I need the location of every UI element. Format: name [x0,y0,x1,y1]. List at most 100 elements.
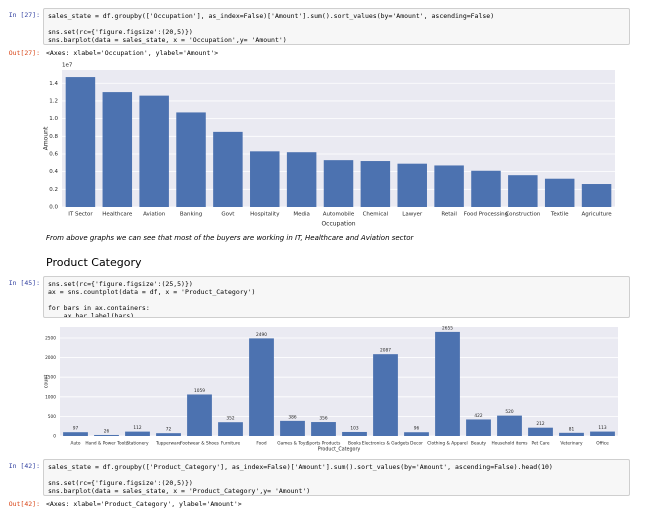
x-tick-label: Books [348,441,362,447]
bar-label: 26 [104,428,110,434]
bar-label: 112 [133,425,141,431]
prompt: In [42]: [8,462,40,470]
y-tick-label: 1.0 [49,116,58,122]
bar [102,92,133,207]
bar-label: 2655 [442,325,453,331]
code-line: sales_state = df.groupby(['Occupation'],… [48,12,495,20]
x-tick-label: IT Sector [68,212,93,218]
x-tick-label: Veterinary [560,441,583,447]
bar [65,77,96,207]
y-tick-label: 0.0 [49,205,58,211]
y-tick-label: 0.8 [49,134,58,140]
x-tick-label: Automobile [323,212,355,218]
bar-label: 97 [73,426,79,432]
bar [360,161,391,207]
bar-label: 386 [288,414,296,420]
bar-label: 1059 [194,388,205,394]
y-axis-label: count [44,375,50,389]
x-tick-label: Healthcare [102,212,133,218]
bar [590,431,615,436]
code-line: sales_state = df.groupby(['Product_Categ… [48,463,553,471]
x-tick-label: Hospitality [250,212,280,218]
x-tick-label: Electronics & Gadgets [362,441,410,447]
code-line: sns.barplot(data = sales_state, x = 'Occ… [48,36,287,44]
code-block: sns.set(rc={'figure.figsize':(20,5)}) sns… [48,479,625,495]
y-tick-label: 2000 [45,355,56,361]
y-tick-label: 0.6 [49,151,58,157]
code-line: sns.set(rc={'figure.figsize':(20,5)}) [48,28,193,36]
code-cell[interactable]: sales_state = df.groupby(['Product_Categ… [43,459,630,496]
x-tick-label: Stationery [126,441,149,447]
bar [218,422,243,436]
x-tick-label: Media [293,212,310,218]
y-axis-label: Amount [43,126,50,150]
offset-label: 1e7 [62,63,73,69]
y-tick-label: 1.4 [49,81,58,87]
x-axis-label: Product_Category [318,447,361,453]
code-block: sns.set(rc={'figure.figsize':(25,5)}) ax … [48,280,625,296]
prompt: In [45]: [8,279,40,287]
bar [471,170,501,207]
x-tick-label: Retail [441,212,457,218]
x-tick-label: Aviation [143,212,166,218]
x-tick-label: Footwear & Shoes [180,441,220,447]
bar-label: 2490 [256,332,267,338]
code-block: for bars in ax.containers: ax.bar_label(… [48,304,625,318]
x-tick-label: Office [596,441,609,447]
bar [156,433,181,436]
x-tick-label: Chemical [363,212,389,218]
y-tick-label: 1000 [45,394,56,400]
y-tick-label: 1500 [45,375,56,381]
bar [397,163,427,207]
x-tick-label: Beauty [471,441,487,447]
bar [373,354,398,436]
code-line: ax.bar_label(bars) [48,312,135,318]
bar [544,178,575,207]
bar [286,152,317,207]
code-cell[interactable]: sales_state = df.groupby(['Occupation'],… [43,8,630,45]
bar-label: 212 [536,421,544,427]
code-line: ax = sns.countplot(data = df, x = 'Produ… [48,288,256,296]
x-tick-label: Food [256,441,267,447]
markdown: From above graphs we can see that most o… [46,234,414,242]
bar [404,432,429,436]
bar [435,331,460,436]
x-tick-label: Games & Toys [277,441,308,447]
bar [528,427,553,436]
x-tick-label: Sports Products [307,441,341,447]
x-tick-label: Tupperware [155,441,181,447]
bar [466,419,491,436]
bar [311,422,336,436]
prompt: Out[27]: [8,49,40,57]
code-cell[interactable]: sns.set(rc={'figure.figsize':(25,5)}) ax … [43,276,630,318]
bar [249,338,274,436]
bar [63,432,88,436]
bar-label: 520 [505,409,513,415]
bar-label: 96 [414,426,420,432]
bar [559,432,584,436]
x-tick-label: Hand & Power Tools [85,441,128,447]
bar-label: 422 [474,413,482,419]
plot-background [60,327,618,436]
bar [508,175,538,207]
y-tick-label: 2500 [45,335,56,341]
bar [94,434,119,436]
code-block: sales_state = df.groupby(['Occupation'],… [48,12,625,20]
code-line: sns.barplot(data = sales_state, x = 'Pro… [48,487,311,495]
bar [213,131,243,207]
chart: 0.0 0.2 0.4 0.6 0.8 1.0 1.2 1.4 IT Sector Healthc… [43,63,615,228]
x-axis-label: Occupation [321,221,355,228]
code-line: for bars in ax.containers: [48,304,150,312]
code-line: sns.set(rc={'figure.figsize':(20,5)}) [48,479,193,487]
x-tick-label: Furniture [221,441,241,447]
bar [342,431,367,436]
x-tick-label: Agriculture [581,212,612,218]
bar [187,394,212,436]
x-tick-label: Textile [550,212,569,218]
bar [581,184,612,207]
code-block: sales_state = df.groupby(['Product_Categ… [48,463,625,471]
heading: Product Category [46,256,142,269]
code-block: sns.set(rc={'figure.figsize':(20,5)}) sns… [48,28,625,44]
y-tick-label: 500 [48,414,56,420]
